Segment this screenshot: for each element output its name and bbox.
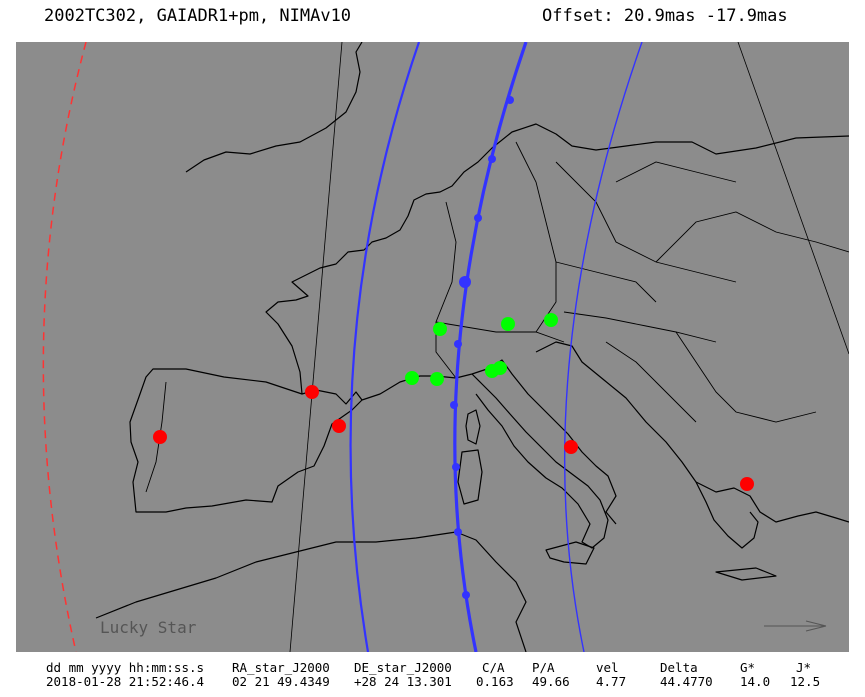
col-header-g: G*: [740, 660, 756, 675]
shadow-limit-west: [349, 42, 421, 652]
shadow-centerline: [453, 42, 528, 652]
map-background: [16, 42, 849, 652]
centerline-mark: [459, 276, 471, 288]
border-balkans-1: [605, 341, 697, 423]
col-header-vel: vel: [596, 660, 619, 675]
observer-positive: [493, 361, 507, 375]
observer-negative: [332, 419, 346, 433]
border-balkans-2: [675, 331, 817, 423]
observer-positive: [405, 371, 419, 385]
limit-line-thin-black-right: [737, 42, 849, 355]
observer-positive: [501, 317, 515, 331]
col-header-time: dd mm yyyy hh:mm:ss.s: [46, 660, 205, 675]
col-header-ra: RA_star_J2000: [232, 660, 330, 675]
centerline-mark: [488, 155, 496, 163]
value-pa: 49.66: [532, 674, 570, 689]
border-poland: [555, 161, 737, 283]
border-germany-east: [515, 141, 557, 333]
centerline-mark: [454, 340, 462, 348]
centerline-mark: [474, 214, 482, 222]
border-baltic: [615, 161, 737, 183]
border-czech: [555, 261, 657, 303]
coast-italy: [471, 373, 609, 549]
border-france-east: [435, 201, 457, 379]
value-g: 14.0: [740, 674, 771, 689]
border-ukraine: [655, 211, 849, 263]
observer-negative: [153, 430, 167, 444]
value-vel: 4.77: [596, 674, 627, 689]
watermark: Lucky Star: [100, 618, 197, 637]
island-sardinia: [457, 449, 483, 505]
observer-sites: [153, 313, 754, 491]
scale-arrow: [764, 620, 827, 632]
centerline-mark: [452, 463, 460, 471]
centerline-mark: [462, 591, 470, 599]
centerline-mark: [450, 401, 458, 409]
shadow-limit-east: [563, 42, 643, 652]
value-ra: 02 21 49.4349: [232, 674, 330, 689]
col-header-ca: C/A: [482, 660, 505, 675]
col-header-de: DE_star_J2000: [354, 660, 452, 675]
col-header-delta: Delta: [660, 660, 698, 675]
offset-label: Offset: 20.9mas -17.9mas: [542, 6, 788, 26]
observer-positive: [544, 313, 558, 327]
observer-negative: [564, 440, 578, 454]
occultation-title: 2002TC302, GAIADR1+pm, NIMAv10: [44, 6, 352, 26]
occultation-map: Lucky Star: [16, 42, 849, 652]
col-header-j: J*: [796, 660, 812, 675]
island-sicily: [545, 541, 595, 565]
value-delta: 44.4770: [660, 674, 713, 689]
value-de: +28 24 13.301: [354, 674, 452, 689]
centerline-mark: [454, 528, 462, 536]
coast-france: [265, 123, 849, 395]
value-ca: 0.163: [476, 674, 514, 689]
observer-negative: [305, 385, 319, 399]
border-austria-hungary: [563, 311, 717, 343]
centerline-time-marks: [450, 96, 514, 599]
coast-greece: [695, 481, 759, 549]
value-j: 12.5: [790, 674, 821, 689]
island-crete: [715, 567, 777, 581]
observer-positive: [433, 322, 447, 336]
coast-med-north: [361, 359, 617, 525]
centerline-mark: [506, 96, 514, 104]
observer-negative: [740, 477, 754, 491]
value-time: 2018-01-28 21:52:46.4: [46, 674, 205, 689]
coast-britain: [185, 42, 363, 173]
island-corsica: [465, 409, 481, 445]
limit-line-dashed-red: [42, 42, 87, 652]
observer-positive: [430, 372, 444, 386]
limit-line-thin-black-left: [289, 42, 343, 652]
coastlines: [95, 42, 849, 652]
coast-north-africa: [95, 531, 527, 652]
col-header-pa: P/A: [532, 660, 555, 675]
